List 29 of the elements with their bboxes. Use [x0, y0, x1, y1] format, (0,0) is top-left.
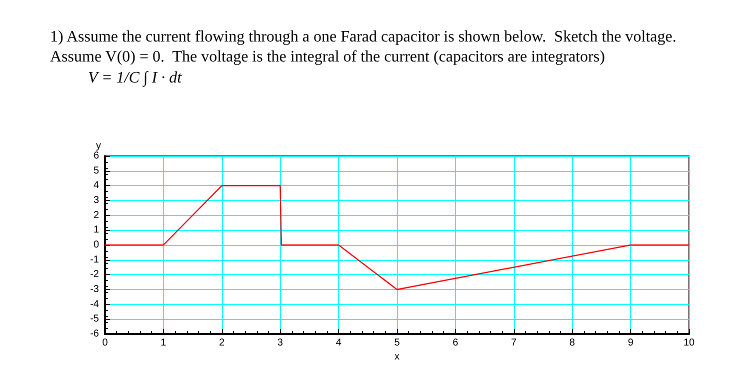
y-tick-label: 5: [93, 165, 100, 176]
chart-subtitle: Assume V(0) = 0. The voltage is the integral of the current (capacitors are integrators): [50, 48, 605, 66]
y-tick-label: 2: [93, 210, 100, 221]
x-tick-label: 4: [336, 338, 342, 348]
x-tick-label: 3: [277, 338, 284, 348]
y-tick-label: -5: [90, 314, 100, 325]
x-tick-label: 1: [160, 338, 167, 348]
y-tick-label: -6: [90, 328, 100, 340]
y-tick-label: 6: [93, 150, 100, 162]
y-tick-label: 3: [93, 195, 100, 206]
x-tick-label: 7: [511, 338, 518, 348]
y-axis-title: y: [96, 140, 101, 152]
x-tick-label: 0: [102, 338, 108, 348]
x-tick-label: 10: [683, 338, 695, 348]
x-tick-label: 6: [452, 338, 459, 348]
y-tick-label: 4: [93, 180, 100, 192]
x-tick-label: 5: [394, 338, 400, 348]
text: V = 1/C ∫ I · dt: [88, 70, 182, 88]
y-tick-label: -3: [90, 284, 100, 295]
x-tick-label: 8: [569, 338, 576, 348]
chart-title: 1) Assume the current flowing through a one Farad capacitor is shown below. Sketch the voltage.: [50, 28, 676, 46]
y-tick-label: -2: [90, 269, 100, 280]
y-tick-label: -4: [90, 298, 100, 310]
x-tick-label: 9: [628, 338, 634, 348]
y-tick-label: -1: [90, 254, 100, 266]
y-tick-label: 1: [93, 224, 100, 236]
y-tick-label: 0: [93, 240, 100, 250]
x-tick-label: 2: [219, 338, 226, 348]
x-axis-title: x: [394, 352, 400, 362]
